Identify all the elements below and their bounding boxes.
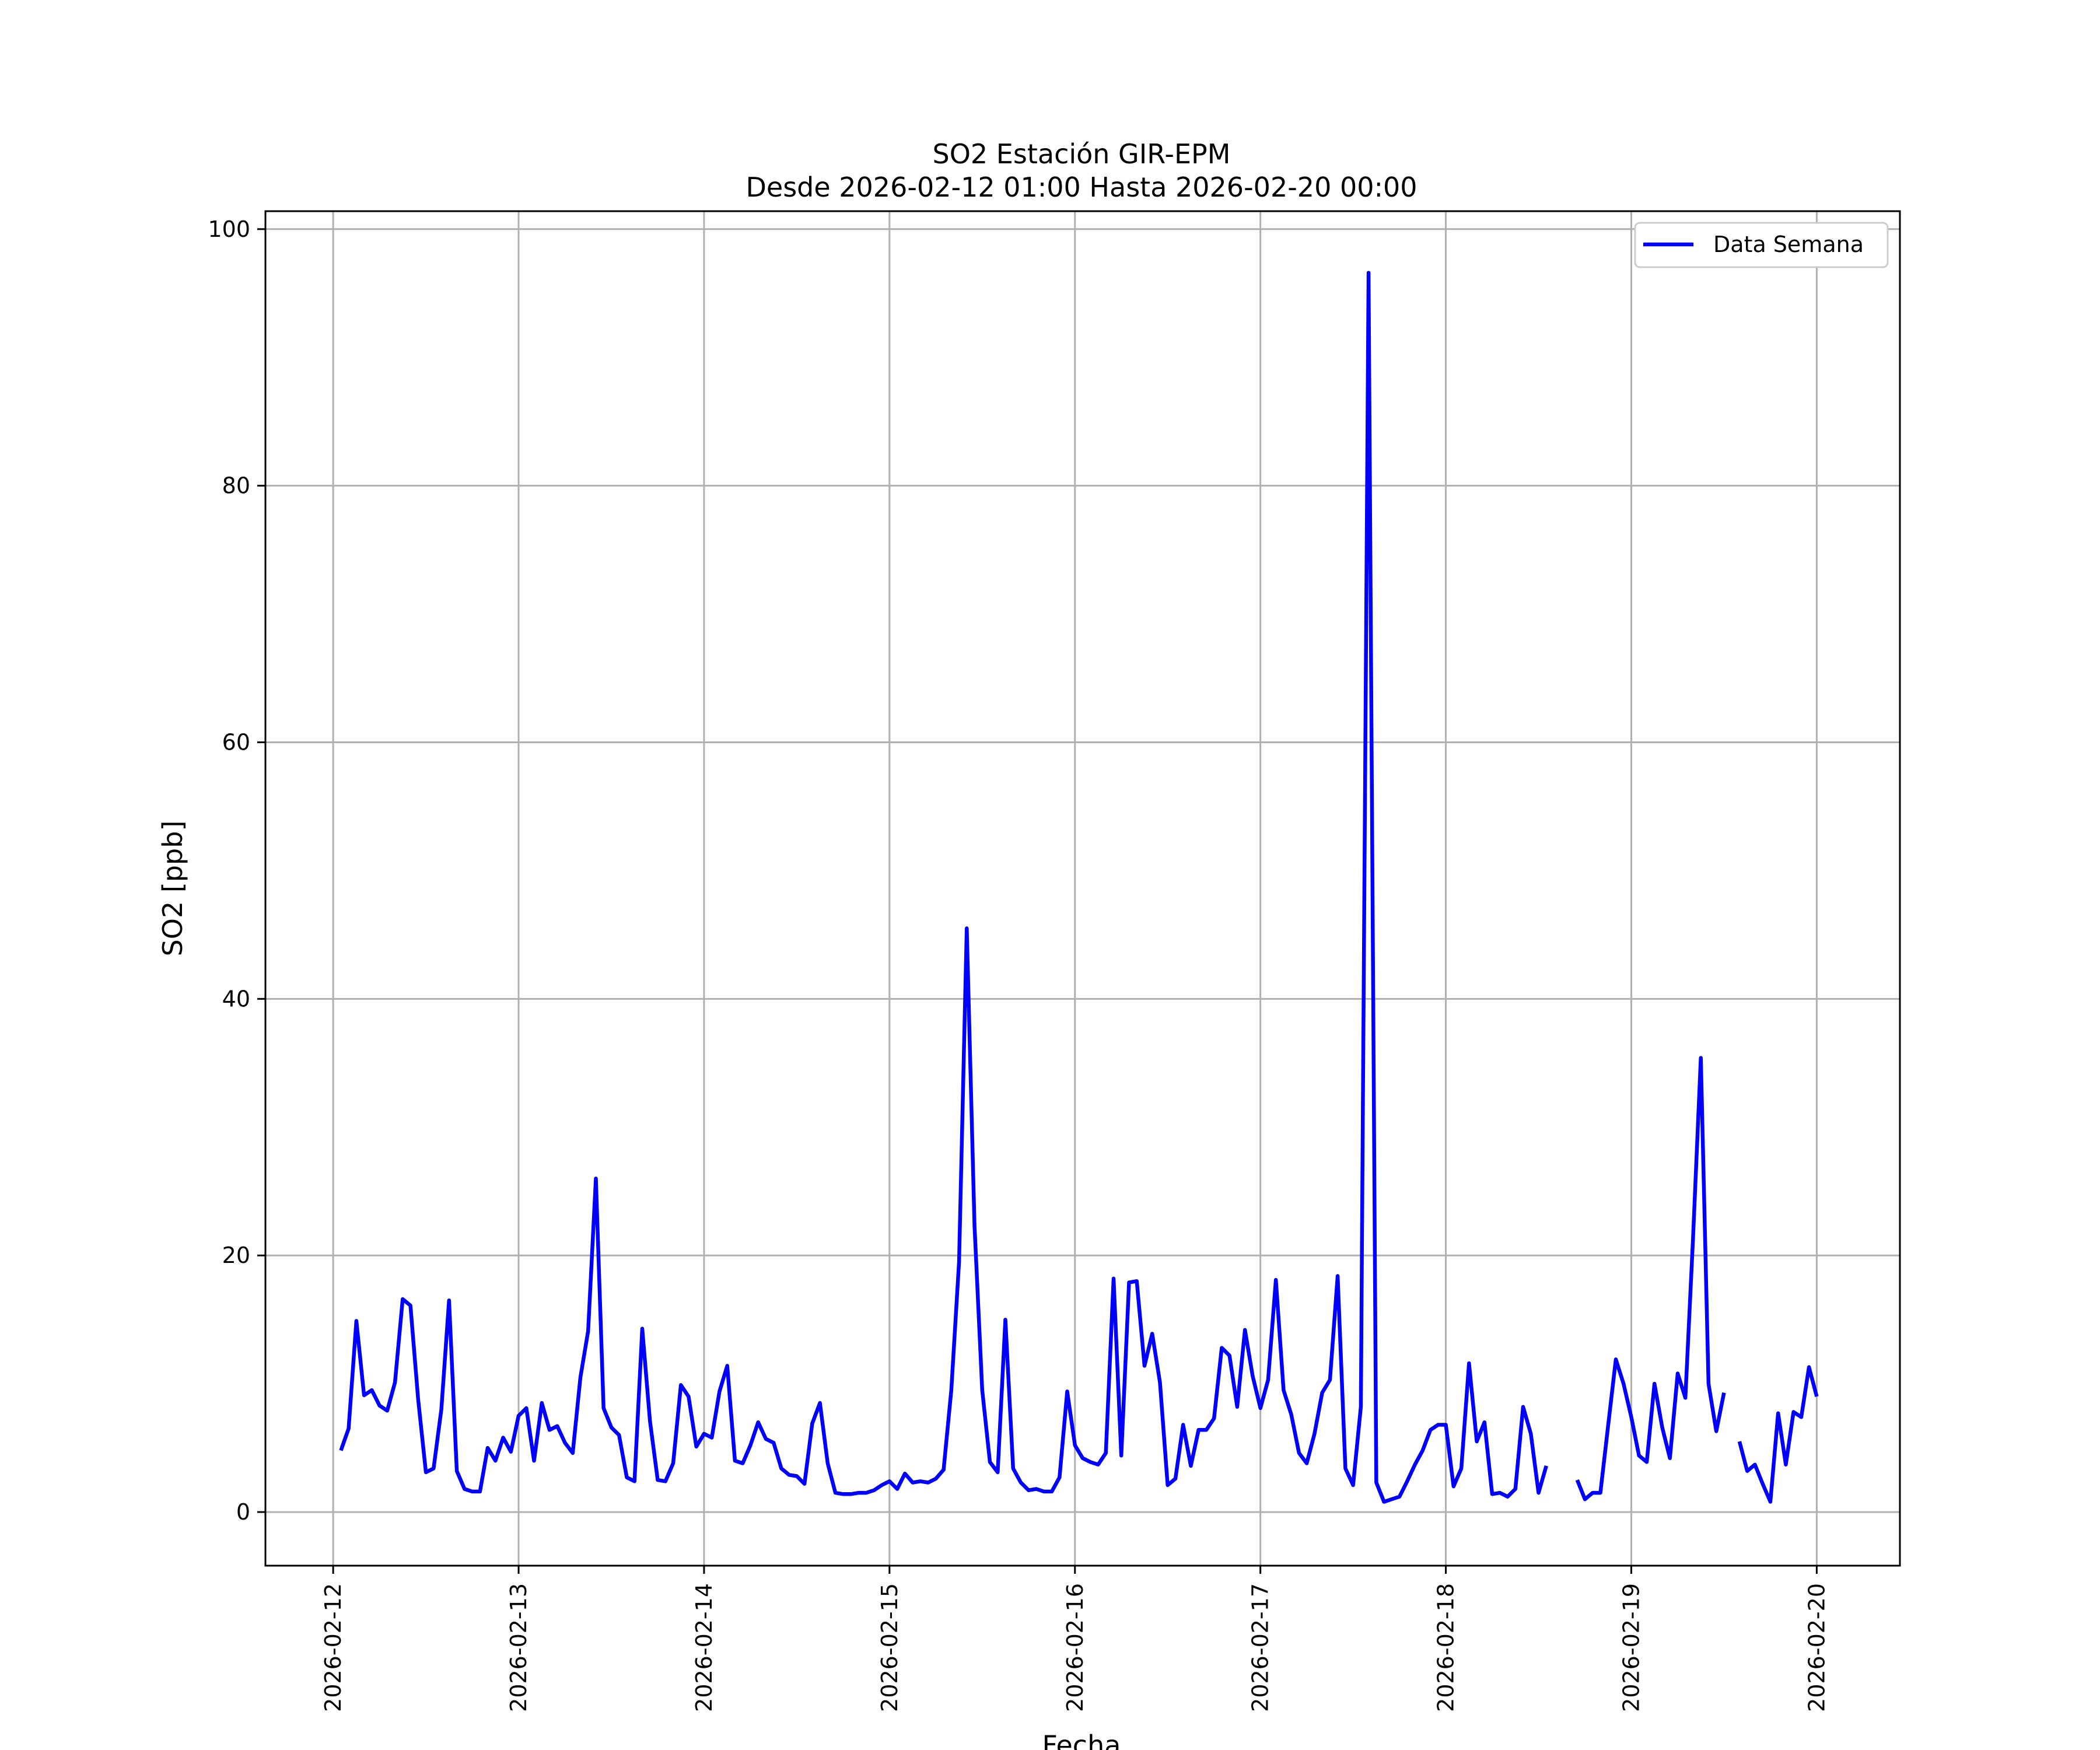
chart-title: SO2 Estación GIR-EPM — [933, 138, 1231, 170]
plot-frame — [264, 210, 1901, 1567]
y-tick-label: 60 — [222, 730, 250, 755]
y-tick-label: 80 — [222, 473, 250, 499]
y-tick-label: 20 — [222, 1242, 250, 1268]
x-tick-label: 2026-02-19 — [1618, 1583, 1644, 1712]
y-tick-label: 100 — [208, 216, 250, 242]
y-axis-label: SO2 [ppb] — [157, 821, 188, 957]
x-axis-label: Fecha — [1042, 1730, 1121, 1750]
legend: Data Semana — [1634, 222, 1889, 268]
axis-ticks: 2026-02-12 2026-02-13 2026-02-14 2026-02-15… — [208, 216, 1829, 1712]
x-tick-label: 2026-02-17 — [1248, 1583, 1273, 1712]
y-tick-label: 0 — [236, 1499, 250, 1525]
x-tick-label: 2026-02-14 — [691, 1583, 717, 1712]
x-tick-label: 2026-02-12 — [320, 1583, 346, 1712]
x-tick-label: 2026-02-13 — [506, 1583, 531, 1712]
x-tick-label: 2026-02-15 — [877, 1583, 902, 1712]
x-tick-label: 2026-02-16 — [1062, 1583, 1088, 1712]
x-tick-label: 2026-02-20 — [1804, 1583, 1829, 1712]
y-tick-label: 40 — [222, 986, 250, 1012]
series-line-data-semana — [339, 271, 1819, 1504]
grid-lines — [265, 211, 1900, 1566]
legend-label: Data Semana — [1713, 232, 1864, 257]
legend-box — [1634, 222, 1889, 268]
chart-subtitle: Desde 2026-02-12 01:00 Hasta 2026-02-20 … — [746, 172, 1417, 203]
x-tick-label: 2026-02-18 — [1433, 1583, 1459, 1712]
